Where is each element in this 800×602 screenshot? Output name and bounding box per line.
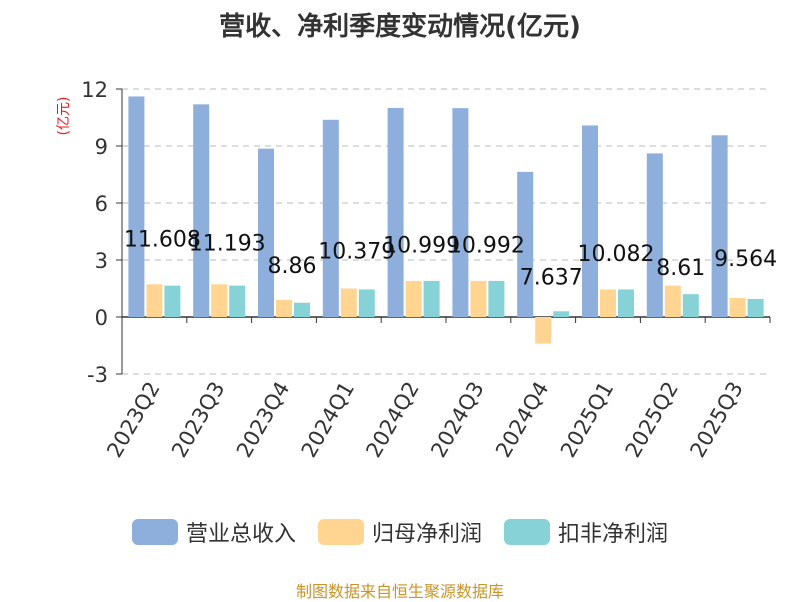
- y-tick-label: 6: [95, 192, 108, 216]
- bar: [711, 135, 728, 317]
- bar: [128, 96, 145, 317]
- bar: [682, 294, 699, 317]
- bar: [452, 108, 469, 317]
- bar: [211, 284, 228, 317]
- bar: [193, 104, 210, 317]
- y-tick-label: 3: [95, 249, 108, 273]
- legend: 营业总收入 归母净利润 扣非净利润: [0, 516, 800, 548]
- bar: [276, 299, 292, 317]
- legend-swatch: [504, 519, 550, 545]
- data-label: 11.193: [189, 232, 266, 257]
- bar: [358, 289, 375, 317]
- legend-item[interactable]: 扣非净利润: [504, 516, 668, 548]
- data-label: 10.992: [448, 234, 525, 259]
- x-tick-label: 2025Q2: [621, 378, 683, 462]
- data-label: 8.86: [268, 254, 317, 279]
- bar: [258, 148, 274, 317]
- legend-swatch: [131, 519, 178, 545]
- data-label: 10.379: [318, 239, 395, 264]
- bar: [747, 298, 764, 317]
- data-label: 7.637: [520, 265, 583, 290]
- bar: [535, 317, 552, 344]
- x-tick-label: 2024Q3: [426, 378, 488, 462]
- bar: [405, 280, 422, 317]
- bar: [488, 280, 505, 317]
- data-label: 9.564: [714, 247, 777, 272]
- x-tick-label: 2024Q1: [297, 378, 359, 462]
- bars: [128, 96, 764, 344]
- legend-label: 营业总收入: [185, 522, 296, 547]
- bar: [164, 285, 181, 317]
- data-label: 8.61: [656, 256, 705, 281]
- bar: [340, 288, 357, 317]
- y-axis-label: (亿元): [56, 97, 72, 136]
- x-tick-label: 2025Q3: [685, 378, 747, 462]
- data-label: 10.082: [578, 242, 655, 267]
- bar: [582, 125, 598, 317]
- bar: [600, 289, 616, 317]
- bar: [322, 119, 339, 317]
- bar: [423, 280, 440, 317]
- legend-item[interactable]: 归母净利润: [317, 516, 482, 548]
- bar: [229, 285, 246, 317]
- bar: [618, 289, 634, 317]
- x-tick-label: 2025Q1: [556, 378, 618, 462]
- chart-title: 营收、净利季度变动情况(亿元): [219, 12, 581, 42]
- bar: [729, 298, 746, 317]
- x-tick-label: 2023Q3: [167, 378, 229, 462]
- bar: [664, 285, 681, 317]
- bar: [646, 153, 663, 317]
- data-label: 10.999: [383, 234, 460, 259]
- y-tick-label: -3: [87, 363, 108, 387]
- bar: [294, 302, 310, 317]
- x-tick-label: 2023Q4: [232, 378, 294, 462]
- legend-item[interactable]: 营业总收入: [131, 516, 296, 548]
- data-label: 11.608: [124, 228, 201, 253]
- y-tick-label: 0: [95, 306, 108, 330]
- x-tick-label: 2024Q2: [361, 378, 423, 462]
- legend-swatch: [317, 519, 364, 545]
- y-tick-label: 9: [95, 135, 108, 159]
- bar: [517, 171, 534, 317]
- legend-label: 归母净利润: [371, 522, 482, 547]
- x-tick-label: 2023Q2: [102, 378, 164, 462]
- bar: [387, 108, 404, 317]
- legend-label: 扣非净利润: [558, 522, 669, 547]
- bar: [553, 311, 570, 317]
- x-tick-label: 2024Q4: [491, 378, 553, 462]
- source-note: 制图数据来自恒生聚源数据库: [295, 582, 504, 601]
- bar: [146, 284, 163, 317]
- y-tick-label: 12: [81, 78, 108, 102]
- bar: [470, 280, 487, 317]
